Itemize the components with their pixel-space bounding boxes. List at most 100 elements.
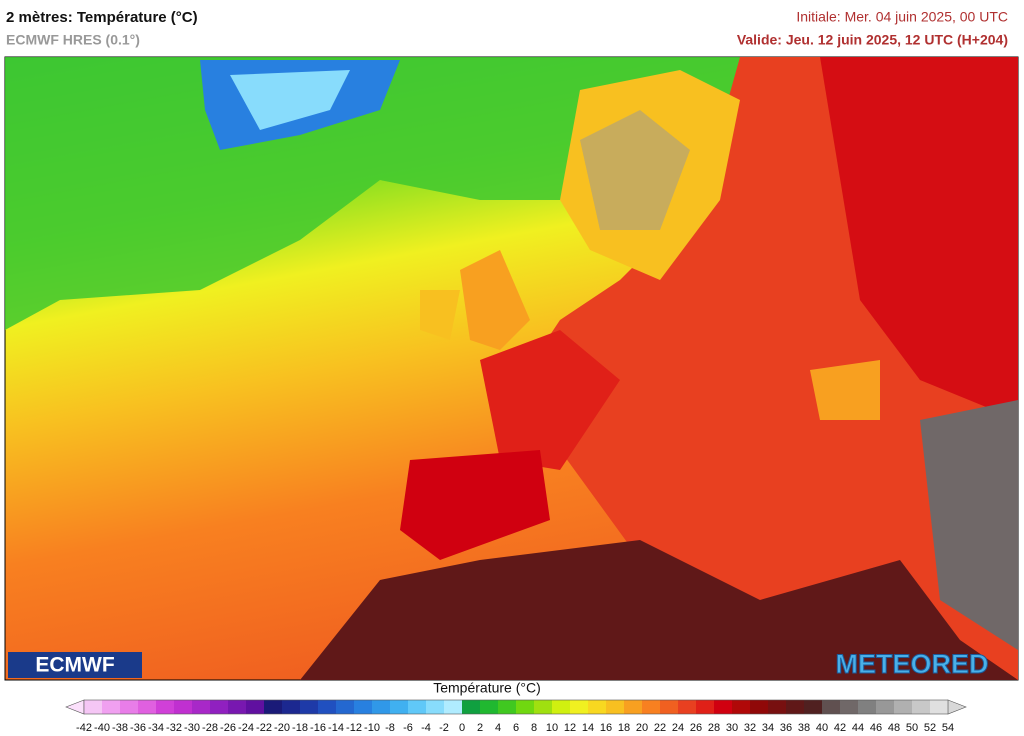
meteored-logo: METEORED [835, 649, 988, 679]
colorbar-tick-label: -38 [112, 722, 128, 734]
colorbar-tick-label: 18 [618, 722, 630, 734]
ecmwf-logo-text: ECMWF [35, 654, 114, 677]
colorbar: -42 -40 -38 -36 -34 -32 -30 -28 -26 -24 -22 -20 -18-… [65, 699, 967, 734]
colorbar-tick-label: -10 [364, 722, 380, 734]
colorbar-tick-label: 40 [816, 722, 828, 734]
colorbar-segment [858, 700, 877, 714]
colorbar-segment [174, 700, 193, 714]
colorbar-segment [102, 700, 121, 714]
colorbar-tick-label: -6 [403, 722, 413, 734]
colorbar-segment [678, 700, 697, 714]
colorbar-tick-label: -4 [421, 722, 431, 734]
colorbar-title: Température (°C) [433, 680, 541, 696]
colorbar-segment [318, 700, 337, 714]
colorbar-tick-label: 12 [564, 722, 576, 734]
colorbar-tick-label: 36 [780, 722, 792, 734]
colorbar-tick-label: 24 [672, 722, 684, 734]
colorbar-tick-label: -34 [148, 722, 164, 734]
colorbar-tick-label: 54 [942, 722, 954, 734]
subtitle: ECMWF HRES (0.1°) [6, 32, 140, 48]
colorbar-tick-label: 44 [852, 722, 864, 734]
colorbar-segment [120, 700, 139, 714]
colorbar-tick-label: -28 [202, 722, 218, 734]
colorbar-segment [498, 700, 517, 714]
colorbar-segment [642, 700, 661, 714]
colorbar-segment [876, 700, 895, 714]
colorbar-segment [912, 700, 931, 714]
colorbar-segment [588, 700, 607, 714]
colorbar-tick-label: -30 [184, 722, 200, 734]
colorbar-tick-label: -18 [292, 722, 308, 734]
colorbar-tick-label: 2 [477, 722, 483, 734]
colorbar-segment [192, 700, 211, 714]
title: 2 mètres: Température (°C) [6, 9, 198, 26]
colorbar-segment [480, 700, 499, 714]
colorbar-segment [336, 700, 355, 714]
colorbar-tick-label: -40 [94, 722, 110, 734]
colorbar-tick-label: 8 [531, 722, 537, 734]
colorbar-segment [714, 700, 733, 714]
colorbar-segment [822, 700, 841, 714]
colorbar-tick-label: 6 [513, 722, 519, 734]
colorbar-tick-label: -26 [220, 722, 236, 734]
colorbar-tick-label: 20 [636, 722, 648, 734]
colorbar-segment [786, 700, 805, 714]
colorbar-segment [732, 700, 751, 714]
colorbar-tick-label: 48 [888, 722, 900, 734]
colorbar-segment [570, 700, 589, 714]
colorbar-tick-label: 30 [726, 722, 738, 734]
valid-time: Valide: Jeu. 12 juin 2025, 12 UTC (H+204… [737, 32, 1008, 48]
colorbar-segment [462, 700, 481, 714]
colorbar-segment [282, 700, 301, 714]
colorbar-tick-label: -16 [310, 722, 326, 734]
colorbar-tick-label: 10 [546, 722, 558, 734]
colorbar-tick-label: -2 [439, 722, 449, 734]
colorbar-segment [390, 700, 409, 714]
colorbar-tick-label: -20 [274, 722, 290, 734]
colorbar-segment [372, 700, 391, 714]
colorbar-tick-label: 46 [870, 722, 882, 734]
colorbar-segment [84, 700, 103, 714]
colorbar-segment [606, 700, 625, 714]
colorbar-segment [930, 700, 949, 714]
colorbar-segment [660, 700, 679, 714]
colorbar-tick-label: 28 [708, 722, 720, 734]
colorbar-segment [300, 700, 319, 714]
colorbar-segment [534, 700, 553, 714]
colorbar-tick-label: 22 [654, 722, 666, 734]
colorbar-segment [516, 700, 535, 714]
colorbar-segment [804, 700, 823, 714]
initial-time: Initiale: Mer. 04 juin 2025, 00 UTC [796, 9, 1008, 25]
colorbar-under [65, 699, 85, 715]
colorbar-tick-label: -42 [76, 722, 92, 734]
colorbar-tick-label: 16 [600, 722, 612, 734]
colorbar-frame [83, 699, 949, 715]
colorbar-tick-label: -36 [130, 722, 146, 734]
colorbar-tick-label: -14 [328, 722, 344, 734]
colorbar-segment [624, 700, 643, 714]
colorbar-tick-label: -24 [238, 722, 254, 734]
colorbar-tick-label: 32 [744, 722, 756, 734]
colorbar-segment [552, 700, 571, 714]
colorbar-segment [426, 700, 445, 714]
colorbar-segment [894, 700, 913, 714]
colorbar-tick-label: 50 [906, 722, 918, 734]
colorbar-tick-label: 0 [459, 722, 465, 734]
colorbar-tick-label: 34 [762, 722, 774, 734]
ecmwf-logo: ECMWF [8, 652, 142, 678]
colorbar-tick-label: 26 [690, 722, 702, 734]
colorbar-tick-label: -12 [346, 722, 362, 734]
colorbar-tick-label: 52 [924, 722, 936, 734]
map [4, 56, 1019, 681]
colorbar-segment [264, 700, 283, 714]
colorbar-segment [156, 700, 175, 714]
colorbar-segment [840, 700, 859, 714]
colorbar-segment [768, 700, 787, 714]
colorbar-segment [696, 700, 715, 714]
colorbar-segment [228, 700, 247, 714]
colorbar-segment [444, 700, 463, 714]
colorbar-tick-label: 38 [798, 722, 810, 734]
colorbar-tick-label: 4 [495, 722, 501, 734]
colorbar-tick-label: -22 [256, 722, 272, 734]
